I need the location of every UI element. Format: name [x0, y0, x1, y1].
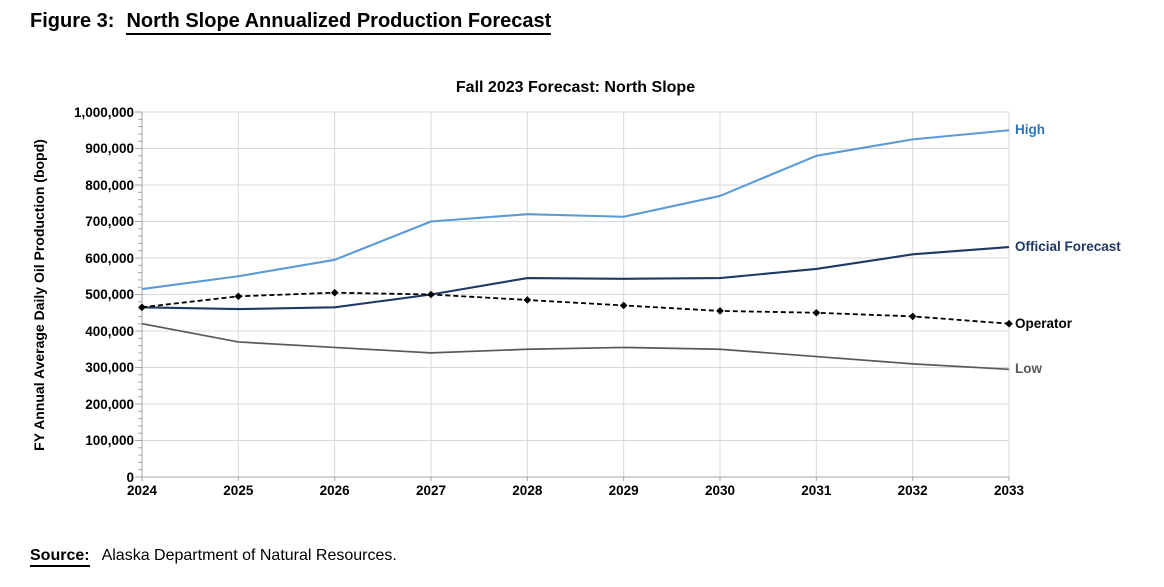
series-label-low: Low: [1015, 361, 1042, 377]
series-marker-operator: [427, 290, 435, 299]
y-tick-label: 800,000: [85, 177, 134, 193]
series-label-official-forecast: Official Forecast: [1015, 239, 1121, 255]
x-tick-label: 2025: [223, 483, 254, 498]
series-marker-operator: [908, 312, 917, 321]
y-tick-label: 400,000: [85, 323, 134, 339]
x-tick-label: 2024: [126, 483, 158, 498]
series-marker-operator: [138, 303, 146, 312]
y-tick-label: 500,000: [85, 287, 134, 302]
chart-title: Fall 2023 Forecast: North Slope: [455, 79, 696, 96]
series-marker-operator: [523, 296, 532, 304]
y-tick-label: 900,000: [85, 141, 134, 156]
series-line-operator: [141, 291, 1010, 325]
x-tick-label: 2029: [608, 483, 639, 498]
x-tick-label: 2031: [801, 483, 832, 498]
y-tick-label: 1,000,000: [73, 104, 134, 120]
y-tick-label: 200,000: [85, 396, 134, 412]
figure-number: Figure 3:: [30, 10, 115, 32]
source-line: Source: Alaska Department of Natural Reso…: [30, 547, 397, 567]
y-tick-label: 300,000: [85, 360, 134, 375]
x-tick-label: 2033: [993, 483, 1025, 498]
y-tick-label: 0: [126, 469, 134, 485]
source-label: Source:: [30, 547, 90, 567]
series-marker-operator: [1005, 319, 1013, 328]
figure-title-text: North Slope Annualized Production Foreca…: [126, 10, 552, 35]
figure-title: Figure 3: North Slope Annualized Producti…: [30, 10, 552, 35]
series-marker-operator: [330, 288, 339, 297]
x-tick-label: 2027: [415, 483, 447, 498]
y-tick-label: 600,000: [85, 250, 134, 266]
x-tick-label: 2030: [704, 483, 736, 498]
series-label-high: High: [1015, 122, 1045, 138]
series-label-operator: Operator: [1015, 315, 1073, 331]
y-tick-label: 100,000: [85, 433, 134, 448]
series-marker-operator: [619, 301, 628, 310]
x-tick-label: 2028: [512, 483, 543, 498]
series-line-low: [141, 322, 1010, 371]
series-line-official-forecast: [141, 246, 1010, 311]
x-tick-label: 2032: [897, 483, 928, 498]
x-tick-label: 2026: [319, 483, 350, 498]
series-line-high: [141, 129, 1010, 291]
series-marker-operator: [234, 292, 243, 301]
y-tick-label: 700,000: [85, 214, 134, 229]
series-marker-operator: [716, 307, 724, 315]
series-marker-operator: [812, 308, 821, 317]
source-text: Alaska Department of Natural Resources.: [101, 547, 397, 564]
